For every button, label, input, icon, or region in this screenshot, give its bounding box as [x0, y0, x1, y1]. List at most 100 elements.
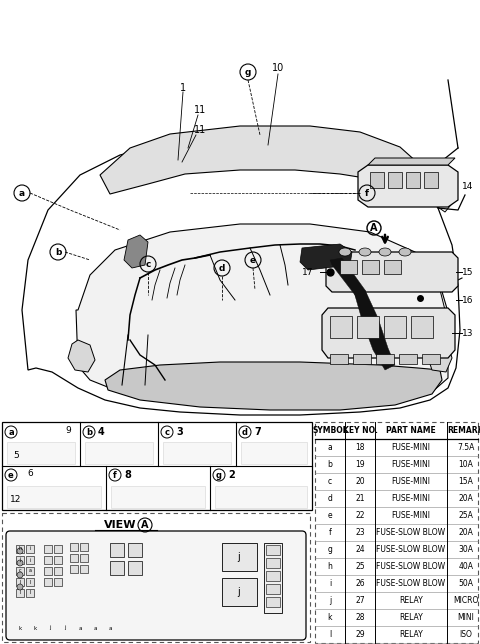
Text: 3: 3 — [176, 427, 183, 437]
Bar — [222, 578, 257, 606]
Ellipse shape — [436, 195, 454, 205]
Bar — [16, 589, 24, 597]
Text: FUSE-MINI: FUSE-MINI — [392, 511, 431, 520]
Text: 27: 27 — [355, 596, 365, 605]
Text: j: j — [238, 587, 240, 597]
Text: 15: 15 — [462, 267, 473, 276]
Text: RELAY: RELAY — [399, 630, 423, 639]
Text: c: c — [328, 477, 332, 486]
Text: a: a — [19, 189, 25, 198]
Ellipse shape — [339, 248, 351, 256]
Text: 17: 17 — [301, 267, 313, 276]
Bar — [266, 597, 280, 607]
Text: 28: 28 — [355, 613, 365, 622]
Text: a: a — [328, 443, 332, 452]
Text: VIEW: VIEW — [104, 520, 136, 530]
Text: a: a — [93, 625, 97, 630]
Bar — [424, 172, 438, 188]
Bar — [44, 578, 52, 586]
Text: c: c — [165, 428, 169, 437]
Ellipse shape — [359, 248, 371, 256]
Bar — [7, 442, 75, 464]
Polygon shape — [428, 340, 452, 372]
Text: 20A: 20A — [458, 528, 473, 537]
Text: ISO: ISO — [459, 630, 472, 639]
Ellipse shape — [399, 248, 411, 256]
Text: l: l — [29, 591, 31, 596]
Polygon shape — [76, 224, 448, 405]
Text: 18: 18 — [355, 443, 365, 452]
Text: l: l — [29, 580, 31, 585]
Text: 25: 25 — [355, 562, 365, 571]
Polygon shape — [300, 244, 352, 270]
Polygon shape — [105, 362, 442, 410]
Text: 1: 1 — [180, 83, 186, 93]
Polygon shape — [354, 290, 395, 370]
Text: MICRO: MICRO — [453, 596, 479, 605]
Circle shape — [17, 548, 23, 554]
Text: 6: 6 — [27, 468, 33, 477]
Text: FUSE-SLOW BLOW: FUSE-SLOW BLOW — [376, 562, 445, 571]
Text: c: c — [19, 569, 21, 574]
Text: h: h — [18, 547, 22, 551]
Bar — [70, 554, 78, 562]
Text: g: g — [216, 471, 222, 480]
Bar — [241, 442, 307, 464]
Bar — [44, 545, 52, 553]
Text: 10: 10 — [272, 63, 284, 73]
Bar — [26, 589, 34, 597]
Bar — [376, 354, 394, 364]
Bar — [411, 316, 433, 338]
Bar — [26, 545, 34, 553]
Bar — [357, 316, 379, 338]
Bar — [110, 543, 124, 557]
Text: i: i — [29, 558, 31, 562]
Text: j: j — [238, 552, 240, 562]
Bar — [26, 567, 34, 575]
Text: d: d — [219, 263, 225, 272]
Text: l: l — [19, 580, 21, 585]
Text: 10A: 10A — [458, 460, 473, 469]
Text: 29: 29 — [355, 630, 365, 639]
Bar — [362, 260, 379, 274]
Text: 25A: 25A — [458, 511, 473, 520]
Bar — [384, 260, 401, 274]
Bar — [222, 543, 257, 571]
Bar — [128, 561, 142, 575]
Polygon shape — [368, 158, 455, 165]
Polygon shape — [124, 235, 148, 268]
Bar — [54, 556, 62, 564]
Circle shape — [17, 560, 23, 566]
Bar — [54, 567, 62, 575]
Bar — [16, 545, 24, 553]
Bar — [16, 567, 24, 575]
Bar — [2, 422, 312, 510]
Text: 11: 11 — [194, 125, 206, 135]
Text: a: a — [108, 625, 112, 630]
Bar — [26, 578, 34, 586]
Polygon shape — [100, 126, 428, 194]
Text: FUSE-MINI: FUSE-MINI — [392, 443, 431, 452]
Text: i: i — [329, 579, 331, 588]
Text: 12: 12 — [10, 495, 22, 504]
Bar — [7, 486, 101, 508]
Text: SYMBOL: SYMBOL — [312, 426, 348, 435]
Text: b: b — [86, 428, 92, 437]
Bar — [353, 354, 371, 364]
Bar — [266, 571, 280, 581]
Text: FUSE-SLOW BLOW: FUSE-SLOW BLOW — [376, 528, 445, 537]
Bar — [70, 565, 78, 573]
Text: e: e — [8, 471, 14, 480]
Text: i: i — [29, 547, 31, 551]
Text: 13: 13 — [462, 328, 473, 337]
Bar — [2, 513, 310, 642]
Text: 22: 22 — [355, 511, 365, 520]
Bar — [44, 556, 52, 564]
Text: l: l — [19, 591, 21, 596]
Text: k: k — [18, 625, 22, 630]
FancyBboxPatch shape — [6, 531, 306, 640]
Text: e: e — [328, 511, 332, 520]
Text: KEY NO.: KEY NO. — [343, 426, 377, 435]
Ellipse shape — [379, 248, 391, 256]
Text: k: k — [328, 613, 332, 622]
